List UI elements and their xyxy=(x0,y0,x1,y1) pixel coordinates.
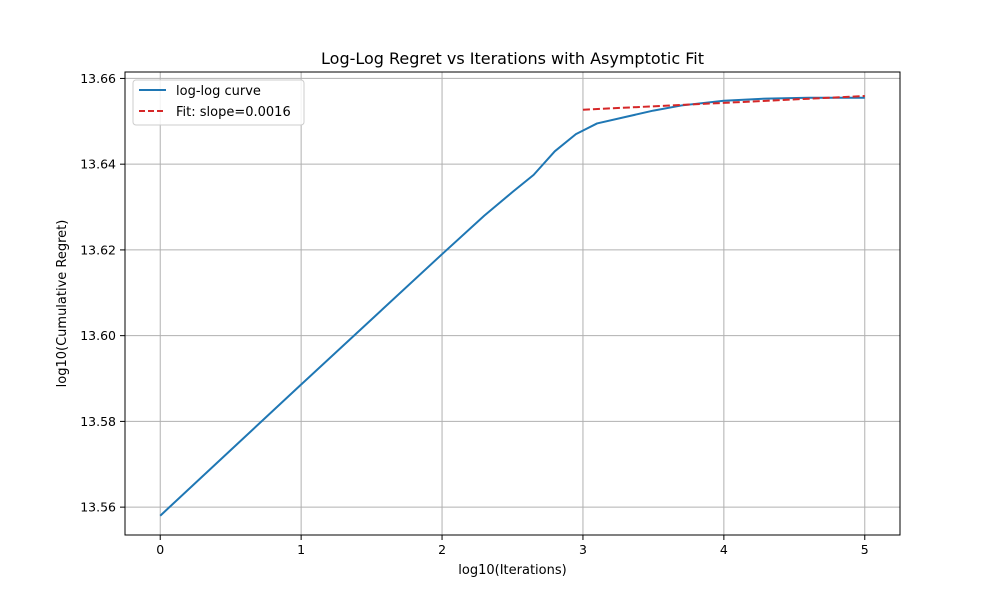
y-tick-label: 13.60 xyxy=(80,328,116,343)
series-line-fit xyxy=(582,95,865,111)
series-layer xyxy=(159,95,865,517)
legend-label-fit: Fit: slope=0.0016 xyxy=(176,105,291,120)
x-axis-ticks: 0 1 2 3 4 5 xyxy=(156,535,869,557)
y-tick-label: 13.56 xyxy=(80,500,116,515)
chart-title: Log-Log Regret vs Iterations with Asympt… xyxy=(321,49,704,68)
y-tick-label: 13.58 xyxy=(80,414,116,429)
x-tick-label: 3 xyxy=(579,542,587,557)
y-axis-ticks: 13.56 13.58 13.60 13.62 13.64 13.66 xyxy=(80,71,125,515)
legend-box xyxy=(132,79,305,126)
x-tick-label: 0 xyxy=(156,542,164,557)
y-tick-label: 13.64 xyxy=(80,157,116,172)
plot-frame xyxy=(124,71,901,536)
x-tick-label: 2 xyxy=(438,542,446,557)
y-axis-label: log10(Cumulative Regret) xyxy=(55,220,70,388)
y-tick-label: 13.62 xyxy=(80,242,116,257)
x-tick-label: 5 xyxy=(861,542,869,557)
x-tick-label: 4 xyxy=(720,542,728,557)
x-axis-label: log10(Iterations) xyxy=(458,563,566,578)
grid xyxy=(125,72,900,535)
series-line-log-log-curve xyxy=(159,96,865,517)
x-tick-label: 1 xyxy=(297,542,305,557)
legend: log-log curve Fit: slope=0.0016 xyxy=(132,79,305,126)
y-tick-label: 13.66 xyxy=(80,71,116,86)
legend-label-log-log-curve: log-log curve xyxy=(176,84,261,99)
